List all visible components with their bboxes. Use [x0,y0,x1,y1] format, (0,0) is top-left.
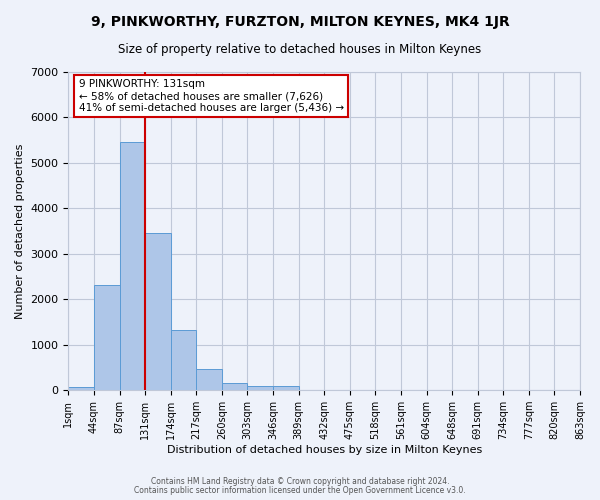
Bar [247,386,273,390]
Text: Size of property relative to detached houses in Milton Keynes: Size of property relative to detached ho… [118,42,482,56]
Y-axis label: Number of detached properties: Number of detached properties [15,143,25,318]
Text: Contains public sector information licensed under the Open Government Licence v3: Contains public sector information licen… [134,486,466,495]
X-axis label: Distribution of detached houses by size in Milton Keynes: Distribution of detached houses by size … [167,445,482,455]
Bar [222,383,247,390]
Bar [196,369,222,390]
Bar [273,386,299,390]
Bar [145,233,171,390]
Bar [119,142,145,390]
Bar [68,387,94,390]
Bar [94,286,119,390]
Text: Contains HM Land Registry data © Crown copyright and database right 2024.: Contains HM Land Registry data © Crown c… [151,477,449,486]
Text: 9, PINKWORTHY, FURZTON, MILTON KEYNES, MK4 1JR: 9, PINKWORTHY, FURZTON, MILTON KEYNES, M… [91,15,509,29]
Text: 9 PINKWORTHY: 131sqm
← 58% of detached houses are smaller (7,626)
41% of semi-de: 9 PINKWORTHY: 131sqm ← 58% of detached h… [79,80,344,112]
Bar [171,330,196,390]
